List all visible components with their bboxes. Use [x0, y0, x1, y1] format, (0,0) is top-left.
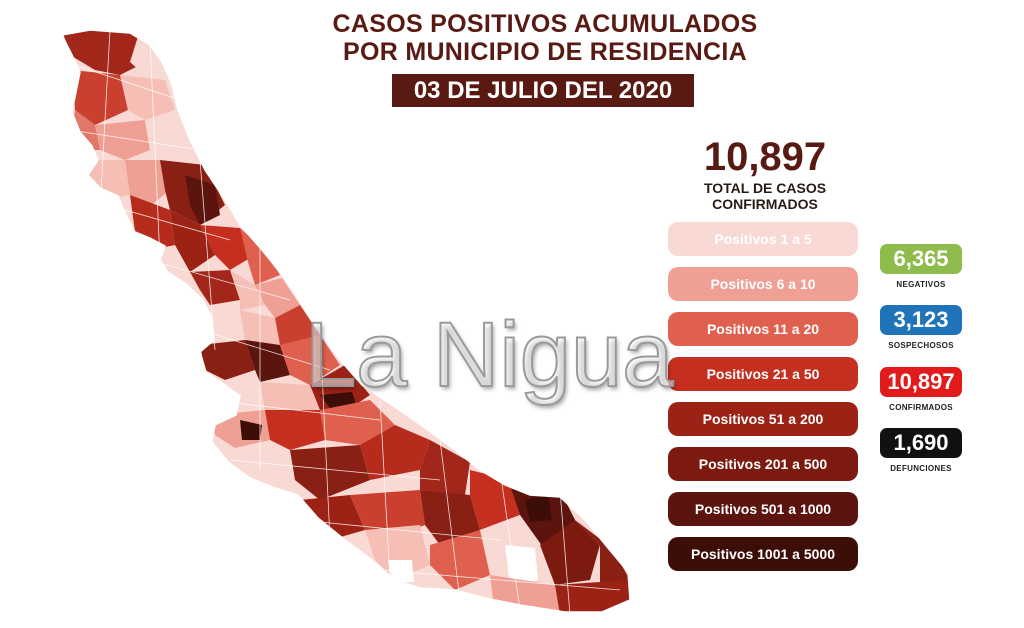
- deaths-label: DEFUNCIONES: [890, 464, 952, 473]
- total-label-line-2: CONFIRMADOS: [712, 196, 818, 212]
- municipality: [185, 175, 220, 225]
- legend-item-1001-5000: Positivos 1001 a 5000: [668, 537, 858, 571]
- page-title: CASOS POSITIVOS ACUMULADOS POR MUNICIPIO…: [300, 10, 790, 66]
- legend-item-201-500: Positivos 201 a 500: [668, 447, 858, 481]
- municipality: [120, 75, 175, 120]
- municipality: [62, 30, 150, 75]
- municipality: [190, 270, 240, 305]
- municipality: [230, 270, 265, 310]
- municipality: [290, 445, 370, 500]
- municipality: [575, 520, 630, 590]
- municipality: [505, 545, 538, 585]
- confirmed-badge: 10,897: [880, 367, 962, 397]
- date-banner: 03 DE JULIO DEL 2020: [392, 74, 694, 107]
- total-label-line-1: TOTAL DE CASOS: [703, 180, 827, 196]
- municipality: [525, 495, 552, 522]
- legend-label: Positivos 201 a 500: [698, 456, 828, 472]
- legend-item-11-20: Positivos 11 a 20: [668, 312, 858, 346]
- municipality: [430, 530, 490, 590]
- municipality: [255, 278, 300, 318]
- legend-item-501-1000: Positivos 501 a 1000: [668, 492, 858, 526]
- municipality: [280, 335, 340, 385]
- municipality: [95, 120, 150, 160]
- municipality-borders: [62, 30, 621, 612]
- negatives-badge: 6,365: [880, 244, 962, 274]
- municipality: [245, 340, 290, 382]
- total-cases-label: TOTAL DE CASOS CONFIRMADOS: [680, 180, 850, 212]
- legend-item-6-10: Positivos 6 a 10: [668, 267, 858, 301]
- watermark: La Nigua: [304, 303, 674, 407]
- municipality: [200, 340, 255, 380]
- municipality: [540, 520, 600, 585]
- municipality: [300, 495, 365, 540]
- legend-label: Positivos 6 a 10: [710, 276, 816, 292]
- municipality: [265, 410, 325, 450]
- legend-item-21-50: Positivos 21 a 50: [668, 357, 858, 391]
- legend-label: Positivos 1 a 5: [714, 231, 812, 247]
- suspects-badge: 3,123: [880, 305, 962, 335]
- legend-label: Positivos 1001 a 5000: [691, 546, 835, 562]
- municipality: [205, 305, 245, 345]
- legend-label: Positivos 11 a 20: [706, 321, 820, 337]
- municipality: [320, 400, 395, 445]
- legend-label: Positivos 21 a 50: [706, 366, 820, 382]
- legend-item-51-200: Positivos 51 a 200: [668, 402, 858, 436]
- municipality: [240, 420, 262, 440]
- municipality: [225, 380, 265, 415]
- suspects-label: SOSPECHOSOS: [888, 341, 954, 350]
- municipality: [145, 115, 190, 160]
- municipality: [388, 560, 414, 582]
- confirmed-label: CONFIRMADOS: [889, 403, 953, 412]
- municipality: [360, 425, 430, 480]
- title-line-1: CASOS POSITIVOS ACUMULADOS: [332, 10, 758, 38]
- legend-label: Positivos 51 a 200: [702, 411, 824, 427]
- municipality: [170, 210, 215, 272]
- total-cases-value: 10,897: [703, 135, 827, 179]
- municipality: [420, 440, 470, 495]
- title-line-2: POR MUNICIPIO DE RESIDENCIA: [343, 38, 747, 66]
- municipality: [555, 580, 630, 612]
- municipality: [72, 70, 128, 125]
- municipality: [365, 525, 430, 580]
- municipality: [200, 225, 255, 270]
- negatives-label: NEGATIVOS: [896, 280, 946, 289]
- legend-label: Positivos 501 a 1000: [694, 501, 832, 517]
- municipality: [228, 448, 295, 480]
- legend-item-1-5: Positivos 1 a 5: [668, 222, 858, 256]
- deaths-badge: 1,690: [880, 428, 962, 458]
